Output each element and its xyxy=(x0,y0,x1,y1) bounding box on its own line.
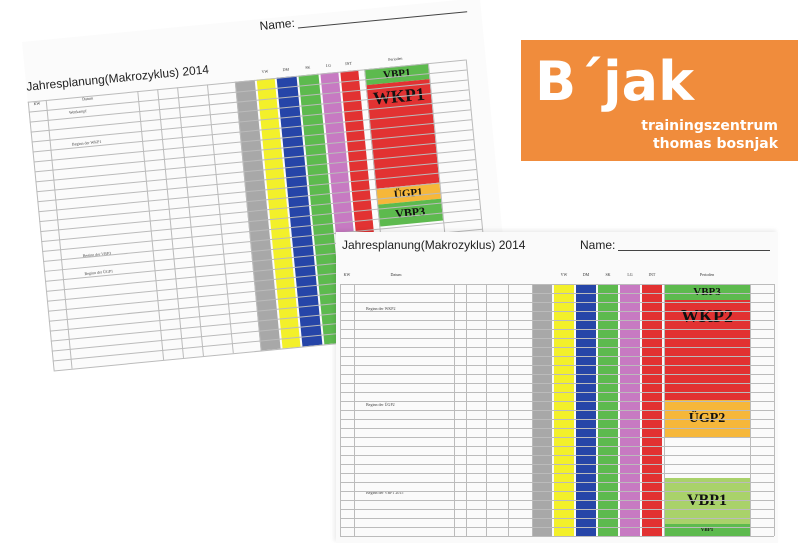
grid-col-line xyxy=(454,284,455,536)
grid-row-line xyxy=(340,455,774,456)
back-row-text: Wettkampf xyxy=(68,108,87,115)
front-header-lg: LG xyxy=(627,272,633,277)
grid-col-line xyxy=(354,284,355,536)
front-header-datum: Datum xyxy=(390,272,402,277)
grid-row-line xyxy=(340,401,774,402)
grid-col-line xyxy=(157,89,185,359)
front-sheet-name-label: Name: xyxy=(580,238,616,252)
grid-row-line xyxy=(340,473,774,474)
grid-row-line xyxy=(340,347,774,348)
grid-col-line xyxy=(664,284,665,536)
grid-col-line xyxy=(750,284,751,536)
back-sheet-name-label: Name: xyxy=(258,15,296,34)
back-sheet-grid xyxy=(22,0,493,372)
front-phase-vbp3: VBP3 xyxy=(664,284,750,300)
front-sheet: Jahresplanung(Makrozyklus) 2014 Name: KW… xyxy=(336,232,778,543)
back-header-int: INT xyxy=(344,60,353,67)
bjak-logo: B´jak trainingszentrum thomas bosnjak xyxy=(521,40,798,161)
grid-col-line xyxy=(177,87,204,357)
logo-wordmark: B´jak xyxy=(535,50,695,113)
grid-col-line xyxy=(508,284,509,536)
grid-row-line xyxy=(340,509,774,510)
grid-row-line xyxy=(340,527,774,528)
grid-row-line xyxy=(340,302,774,303)
grid-col-line xyxy=(137,91,165,360)
front-header-perioden: Perioden xyxy=(699,272,715,277)
grid-row-line xyxy=(340,320,774,321)
back-header-sk: SK xyxy=(304,64,311,70)
back-sheet-name-line xyxy=(297,11,468,29)
front-sheet-name-line xyxy=(618,250,770,251)
front-sheet-title: Jahresplanung(Makrozyklus) 2014 xyxy=(342,238,526,252)
back-header-vw: VW xyxy=(261,68,269,75)
grid-col-line xyxy=(340,284,341,536)
grid-row-line xyxy=(340,374,774,375)
grid-row-line xyxy=(340,410,774,411)
front-header-int: INT xyxy=(648,272,656,277)
grid-row-line xyxy=(340,446,774,447)
grid-row-line xyxy=(340,383,774,384)
front-header-sk: SK xyxy=(605,272,611,277)
grid-row-line xyxy=(340,491,774,492)
front-header-dm: DM xyxy=(582,272,590,277)
grid-row-line xyxy=(340,419,774,420)
grid-row-line xyxy=(340,482,774,483)
grid-row-line xyxy=(340,365,774,366)
front-header-vw: VW xyxy=(560,272,568,277)
front-row-text: Beginn der WKP2 xyxy=(366,306,396,311)
grid-col-line xyxy=(532,284,533,536)
back-sheet-title: Jahresplanung(Makrozyklus) 2014 xyxy=(25,62,210,94)
front-phase-vbp1: VBP1 xyxy=(664,478,750,524)
grid-row-line xyxy=(340,500,774,501)
grid-row-line xyxy=(340,536,774,537)
grid-row-line xyxy=(340,392,774,393)
grid-row-line xyxy=(340,356,774,357)
front-phase-wkp2: WKP2 xyxy=(664,300,750,400)
front-row-text: Beginn der VBP1 2015 xyxy=(366,490,404,495)
front-header-kw: KW xyxy=(343,272,351,277)
front-phase-vbp1-small: VBP1 xyxy=(664,524,750,536)
grid-row-line xyxy=(340,284,774,285)
grid-row-line xyxy=(340,428,774,429)
grid-row-line xyxy=(340,437,774,438)
back-header-dm: DM xyxy=(282,66,290,73)
grid-col-line xyxy=(486,284,487,536)
grid-col-line xyxy=(466,284,467,536)
grid-col-line xyxy=(206,84,234,354)
grid-row-line xyxy=(340,518,774,519)
grid-col-line xyxy=(774,284,775,536)
logo-line2: thomas bosnjak xyxy=(652,136,778,152)
grid-row-line xyxy=(340,329,774,330)
grid-row-line xyxy=(340,338,774,339)
grid-row-line xyxy=(340,464,774,465)
back-header-lg: LG xyxy=(325,62,332,68)
back-header-perioden: Perioden xyxy=(388,55,403,62)
grid-row-line xyxy=(340,311,774,312)
logo-line1: trainingszentrum xyxy=(641,118,778,134)
front-row-text: Beginn der ÜGP2 xyxy=(366,402,395,407)
grid-row-line xyxy=(340,293,774,294)
